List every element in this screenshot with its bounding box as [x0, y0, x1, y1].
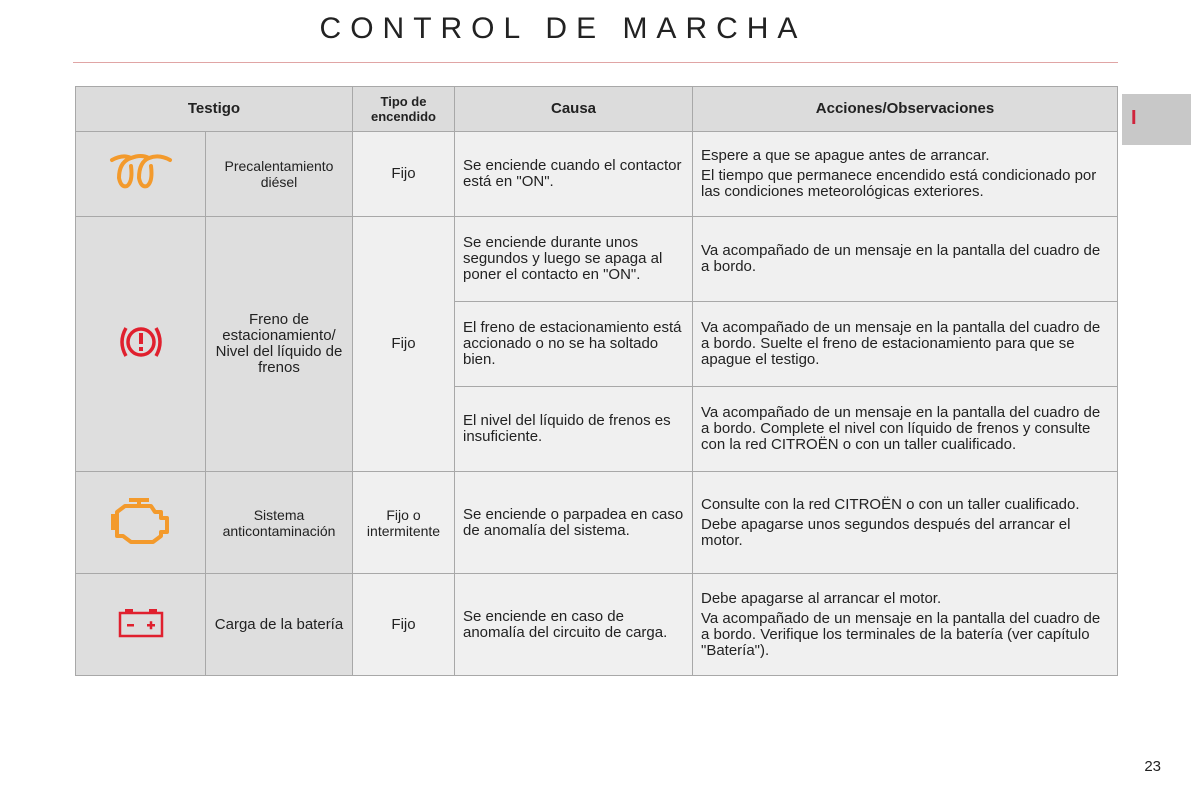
- section-tab[interactable]: I: [1122, 94, 1191, 145]
- table-row: Precalentamiento diésel Fijo Se enciende…: [75, 131, 1118, 217]
- header-causa: Causa: [454, 86, 693, 132]
- parking-brake-icon: [119, 327, 162, 357]
- section-tab-label: I: [1131, 107, 1137, 129]
- table-row: Freno de estacionamiento/ Nivel del líqu…: [75, 216, 1118, 472]
- battery-icon: [118, 608, 163, 637]
- table-row: El nivel del líquido de frenos es insufi…: [76, 386, 1118, 472]
- header-acciones: Acciones/Observaciones: [692, 86, 1118, 132]
- header-testigo: Testigo: [75, 86, 353, 132]
- warning-lights-table: Testigo Tipo de encendido Causa Acciones…: [75, 86, 1118, 676]
- table-row: Carga de la batería Fijo Se enciende en …: [75, 573, 1118, 676]
- header-tipo: Tipo de encendido: [352, 86, 455, 132]
- page-number: 23: [1144, 758, 1161, 775]
- preheating-coil-icon: [109, 154, 172, 189]
- title-divider: [73, 62, 1118, 63]
- page-title: CONTROL DE MARCHA: [319, 12, 807, 45]
- table-header-row: Testigo Tipo de encendido Causa Acciones…: [75, 86, 1118, 132]
- table-row: Sistema anticontaminación Fijo o intermi…: [75, 471, 1118, 574]
- engine-check-icon: [110, 497, 169, 544]
